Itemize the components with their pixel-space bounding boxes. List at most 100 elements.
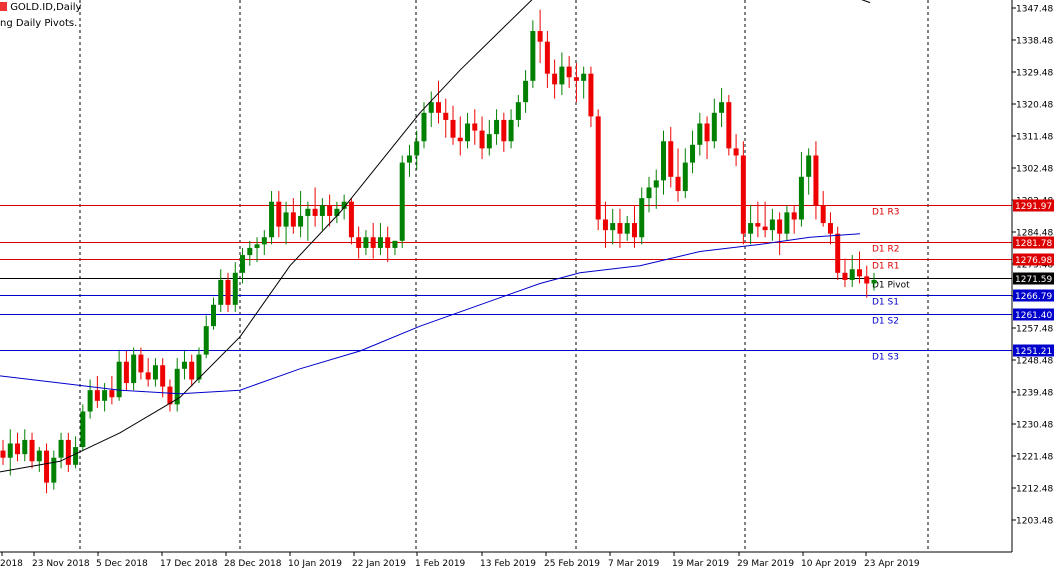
- price-tick-label: 1311.48: [1016, 133, 1053, 143]
- candle: [806, 148, 812, 195]
- candle-body: [174, 368, 180, 405]
- candle: [784, 205, 790, 241]
- candle: [102, 383, 108, 412]
- pivot-price-badge: [1013, 253, 1054, 266]
- candle-body: [472, 123, 478, 131]
- price-axis: 1347.48 1338.48 1329.48 1320.48 1311.48 1302.…: [0, 0, 1054, 553]
- candle: [138, 347, 144, 380]
- candle: [719, 87, 725, 128]
- candle-body: [240, 255, 246, 273]
- candle-body: [661, 141, 667, 181]
- time-tick-label: 25 Feb 2019: [544, 559, 600, 569]
- time-tick-label: 2018: [0, 559, 23, 569]
- price-tick-label: 1329.48: [1016, 69, 1053, 79]
- time-tick-label: 28 Dec 2018: [224, 559, 282, 569]
- candle-body: [871, 279, 877, 284]
- candle-body: [486, 134, 492, 149]
- candle-body: [7, 443, 13, 458]
- candle: [421, 102, 427, 149]
- pivot-price-badge: [1013, 289, 1054, 302]
- candle-body: [261, 237, 267, 245]
- candle-body: [341, 201, 347, 209]
- pivot-name-label: D1 R3: [872, 208, 900, 218]
- candle: [218, 269, 224, 312]
- candle-body: [377, 237, 383, 248]
- candle: [515, 95, 521, 128]
- candle-body: [784, 212, 790, 234]
- candle: [675, 148, 681, 202]
- candle: [261, 230, 267, 256]
- candle-body: [588, 73, 594, 117]
- indicator-label: ng Daily Pivots.: [0, 18, 78, 29]
- candle-body: [653, 180, 659, 188]
- candle-body: [690, 144, 696, 163]
- candle-body: [537, 31, 543, 42]
- candle-body: [356, 237, 362, 248]
- candle-body: [152, 365, 158, 380]
- candle-body: [414, 141, 420, 156]
- candle: [428, 91, 434, 128]
- price-tick-label: 1320.48: [1016, 101, 1053, 111]
- candle-body: [566, 66, 572, 78]
- candle-body: [145, 372, 151, 380]
- candle: [465, 112, 471, 149]
- price-tick-label: 1212.48: [1016, 485, 1053, 495]
- candle: [486, 119, 492, 156]
- candle: [668, 127, 674, 188]
- candle-body: [312, 208, 318, 216]
- candle-body: [189, 361, 195, 380]
- candle: [443, 98, 449, 138]
- candle: [762, 201, 768, 238]
- candle-body: [508, 119, 514, 142]
- price-tick-label: 1230.48: [1016, 421, 1053, 431]
- candle-body: [515, 102, 521, 120]
- candle: [842, 258, 848, 288]
- candle: [348, 198, 354, 245]
- candle: [682, 148, 688, 199]
- candle-body: [269, 201, 275, 238]
- candle: [36, 447, 42, 472]
- candle-body: [225, 279, 231, 305]
- price-tick-label: 1347.48: [1016, 5, 1053, 15]
- candle: [254, 237, 260, 263]
- candle: [523, 70, 529, 113]
- candle: [631, 205, 637, 248]
- candle: [283, 201, 289, 245]
- candle: [203, 315, 209, 359]
- moving-average-fast: [0, 0, 871, 473]
- price-tick-label: 1248.48: [1016, 357, 1053, 367]
- candle-body: [501, 119, 507, 142]
- candle: [849, 255, 855, 288]
- candle: [80, 404, 86, 451]
- candle-body: [80, 411, 86, 448]
- price-tick-label: 1257.48: [1016, 325, 1053, 335]
- candle-body: [210, 304, 216, 327]
- candle: [399, 155, 405, 248]
- candle-body: [73, 447, 79, 465]
- candle: [653, 169, 659, 209]
- candle: [769, 208, 775, 241]
- candle: [472, 109, 478, 145]
- pivot-price-badge: [1013, 236, 1054, 249]
- candle-body: [94, 390, 100, 401]
- candle: [748, 205, 754, 245]
- candle: [530, 20, 536, 88]
- candle: [290, 198, 296, 234]
- candle-body: [465, 123, 471, 142]
- candle: [827, 212, 833, 245]
- candle: [7, 429, 13, 476]
- candle-body: [44, 450, 50, 483]
- candle-body: [544, 41, 550, 74]
- candle-body: [820, 205, 826, 224]
- candle-body: [755, 223, 761, 227]
- pivot-price-label: 1271.59: [1015, 275, 1052, 285]
- candle-body: [849, 269, 855, 280]
- candle: [871, 272, 877, 291]
- pivot-name-label: D1 S1: [872, 298, 899, 308]
- candle-body: [363, 237, 369, 248]
- candle: [363, 230, 369, 256]
- time-tick-label: 10 Jan 2019: [288, 559, 342, 569]
- candle: [501, 112, 507, 152]
- candle: [181, 351, 187, 380]
